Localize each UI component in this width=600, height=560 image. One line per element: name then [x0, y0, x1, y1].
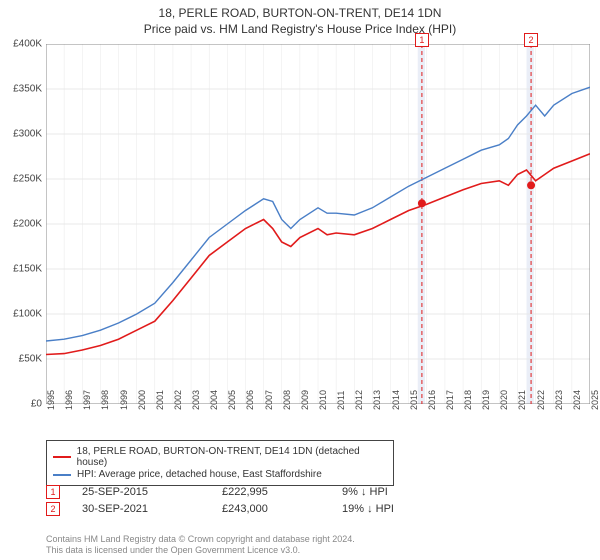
y-axis-tick-label: £0 [31, 399, 42, 410]
chart-title-line1: 18, PERLE ROAD, BURTON-ON-TRENT, DE14 1D… [0, 6, 600, 20]
legend-row: HPI: Average price, detached house, East… [53, 469, 387, 480]
legend-swatch [53, 474, 71, 476]
y-axis-tick-label: £200K [13, 219, 42, 230]
footer-line2: This data is licensed under the Open Gov… [46, 545, 355, 556]
chart-marker-badge: 1 [415, 33, 429, 47]
annotation-pct: 19% ↓ HPI [342, 503, 462, 515]
footer-text: Contains HM Land Registry data © Crown c… [46, 534, 355, 556]
annotation-badge: 2 [46, 502, 60, 516]
x-axis-tick-label: 2025 [590, 390, 600, 410]
annotation-price: £243,000 [222, 503, 342, 515]
chart-title-block: 18, PERLE ROAD, BURTON-ON-TRENT, DE14 1D… [0, 0, 600, 36]
y-axis-tick-label: £50K [19, 354, 42, 365]
y-axis-tick-label: £150K [13, 264, 42, 275]
annotation-badge: 1 [46, 485, 60, 499]
footer-line1: Contains HM Land Registry data © Crown c… [46, 534, 355, 545]
y-axis-tick-label: £100K [13, 309, 42, 320]
plot-area: £0£50K£100K£150K£200K£250K£300K£350K£400… [46, 44, 590, 404]
legend: 18, PERLE ROAD, BURTON-ON-TRENT, DE14 1D… [46, 440, 394, 486]
annotation-table: 1 25-SEP-2015£222,9959% ↓ HPI 2 30-SEP-2021… [46, 482, 462, 519]
annotation-date: 30-SEP-2021 [82, 503, 222, 515]
y-axis-tick-label: £350K [13, 84, 42, 95]
y-axis-labels: £0£50K£100K£150K£200K£250K£300K£350K£400… [4, 44, 42, 404]
annotation-date: 25-SEP-2015 [82, 486, 222, 498]
annotation-pct: 9% ↓ HPI [342, 486, 462, 498]
legend-label: HPI: Average price, detached house, East… [77, 469, 322, 480]
annotation-price: £222,995 [222, 486, 342, 498]
chart-svg [46, 44, 590, 404]
y-axis-tick-label: £300K [13, 129, 42, 140]
annotation-row: 1 25-SEP-2015£222,9959% ↓ HPI [46, 485, 462, 499]
annotation-row: 2 30-SEP-2021£243,00019% ↓ HPI [46, 502, 462, 516]
legend-label: 18, PERLE ROAD, BURTON-ON-TRENT, DE14 1D… [77, 446, 387, 468]
legend-swatch [53, 456, 71, 458]
chart-marker-badge: 2 [524, 33, 538, 47]
legend-row: 18, PERLE ROAD, BURTON-ON-TRENT, DE14 1D… [53, 446, 387, 468]
x-axis-labels: 1995199619971998199920002001200220032004… [46, 406, 590, 434]
chart-title-line2: Price paid vs. HM Land Registry's House … [0, 22, 600, 36]
y-axis-tick-label: £250K [13, 174, 42, 185]
y-axis-tick-label: £400K [13, 39, 42, 50]
